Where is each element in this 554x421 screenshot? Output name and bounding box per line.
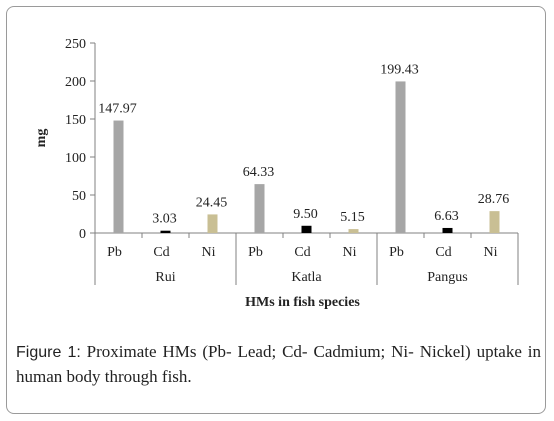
category-label: Ni	[484, 245, 498, 260]
category-label: Cd	[294, 245, 310, 260]
bar-katla-pb	[254, 184, 265, 233]
y-tick-label: 0	[79, 227, 86, 242]
bar-pangus-cd	[442, 227, 453, 233]
y-tick-label: 250	[65, 37, 86, 52]
y-axis-title: mg	[34, 129, 49, 148]
bar-pangus-pb	[395, 81, 406, 233]
data-label: 24.45	[196, 195, 228, 210]
data-label: 3.03	[152, 212, 177, 227]
data-label: 6.63	[434, 209, 459, 224]
bar-pangus-ni	[489, 211, 500, 233]
data-label: 147.97	[98, 102, 137, 117]
category-label: Ni	[343, 245, 357, 260]
y-tick-label: 50	[72, 189, 86, 204]
bar-rui-ni	[207, 214, 218, 233]
group-label: Katla	[291, 270, 322, 285]
chart-labels: 0 50 100 150 200 250 mg 147.97 Pb 3.03 Cd 24.45 Ni Ru…	[34, 37, 509, 310]
figure-caption: Figure 1: Proximate HMs (Pb- Lead; Cd- C…	[16, 340, 541, 389]
category-label: Pb	[389, 245, 404, 260]
caption-text: Proximate HMs (Pb- Lead; Cd- Cadmium; Ni…	[16, 342, 541, 386]
bar-chart: 0 50 100 150 200 250 mg 147.97 Pb 3.03 Cd 24.45 Ni Ru…	[34, 37, 519, 310]
chart-bars	[113, 81, 500, 233]
bar-rui-pb	[113, 120, 124, 233]
data-label: 5.15	[340, 210, 365, 225]
bar-rui-cd	[160, 230, 171, 233]
group-label: Rui	[155, 270, 175, 285]
data-label: 199.43	[380, 62, 419, 77]
y-tick-label: 100	[65, 151, 86, 166]
data-label: 9.50	[293, 207, 318, 222]
data-label: 28.76	[478, 192, 510, 207]
y-tick-label: 200	[65, 75, 86, 90]
x-axis-title: HMs in fish species	[245, 295, 360, 310]
category-label: Pb	[248, 245, 263, 260]
bar-katla-cd	[301, 225, 312, 233]
data-label: 64.33	[243, 165, 275, 180]
category-label: Cd	[435, 245, 451, 260]
y-tick-label: 150	[65, 113, 86, 128]
bar-katla-ni	[348, 229, 359, 233]
category-label: Ni	[202, 245, 216, 260]
caption-label: Figure 1:	[16, 344, 81, 361]
category-label: Cd	[153, 245, 169, 260]
figure-frame	[6, 6, 546, 414]
group-label: Pangus	[427, 270, 467, 285]
category-label: Pb	[107, 245, 122, 260]
